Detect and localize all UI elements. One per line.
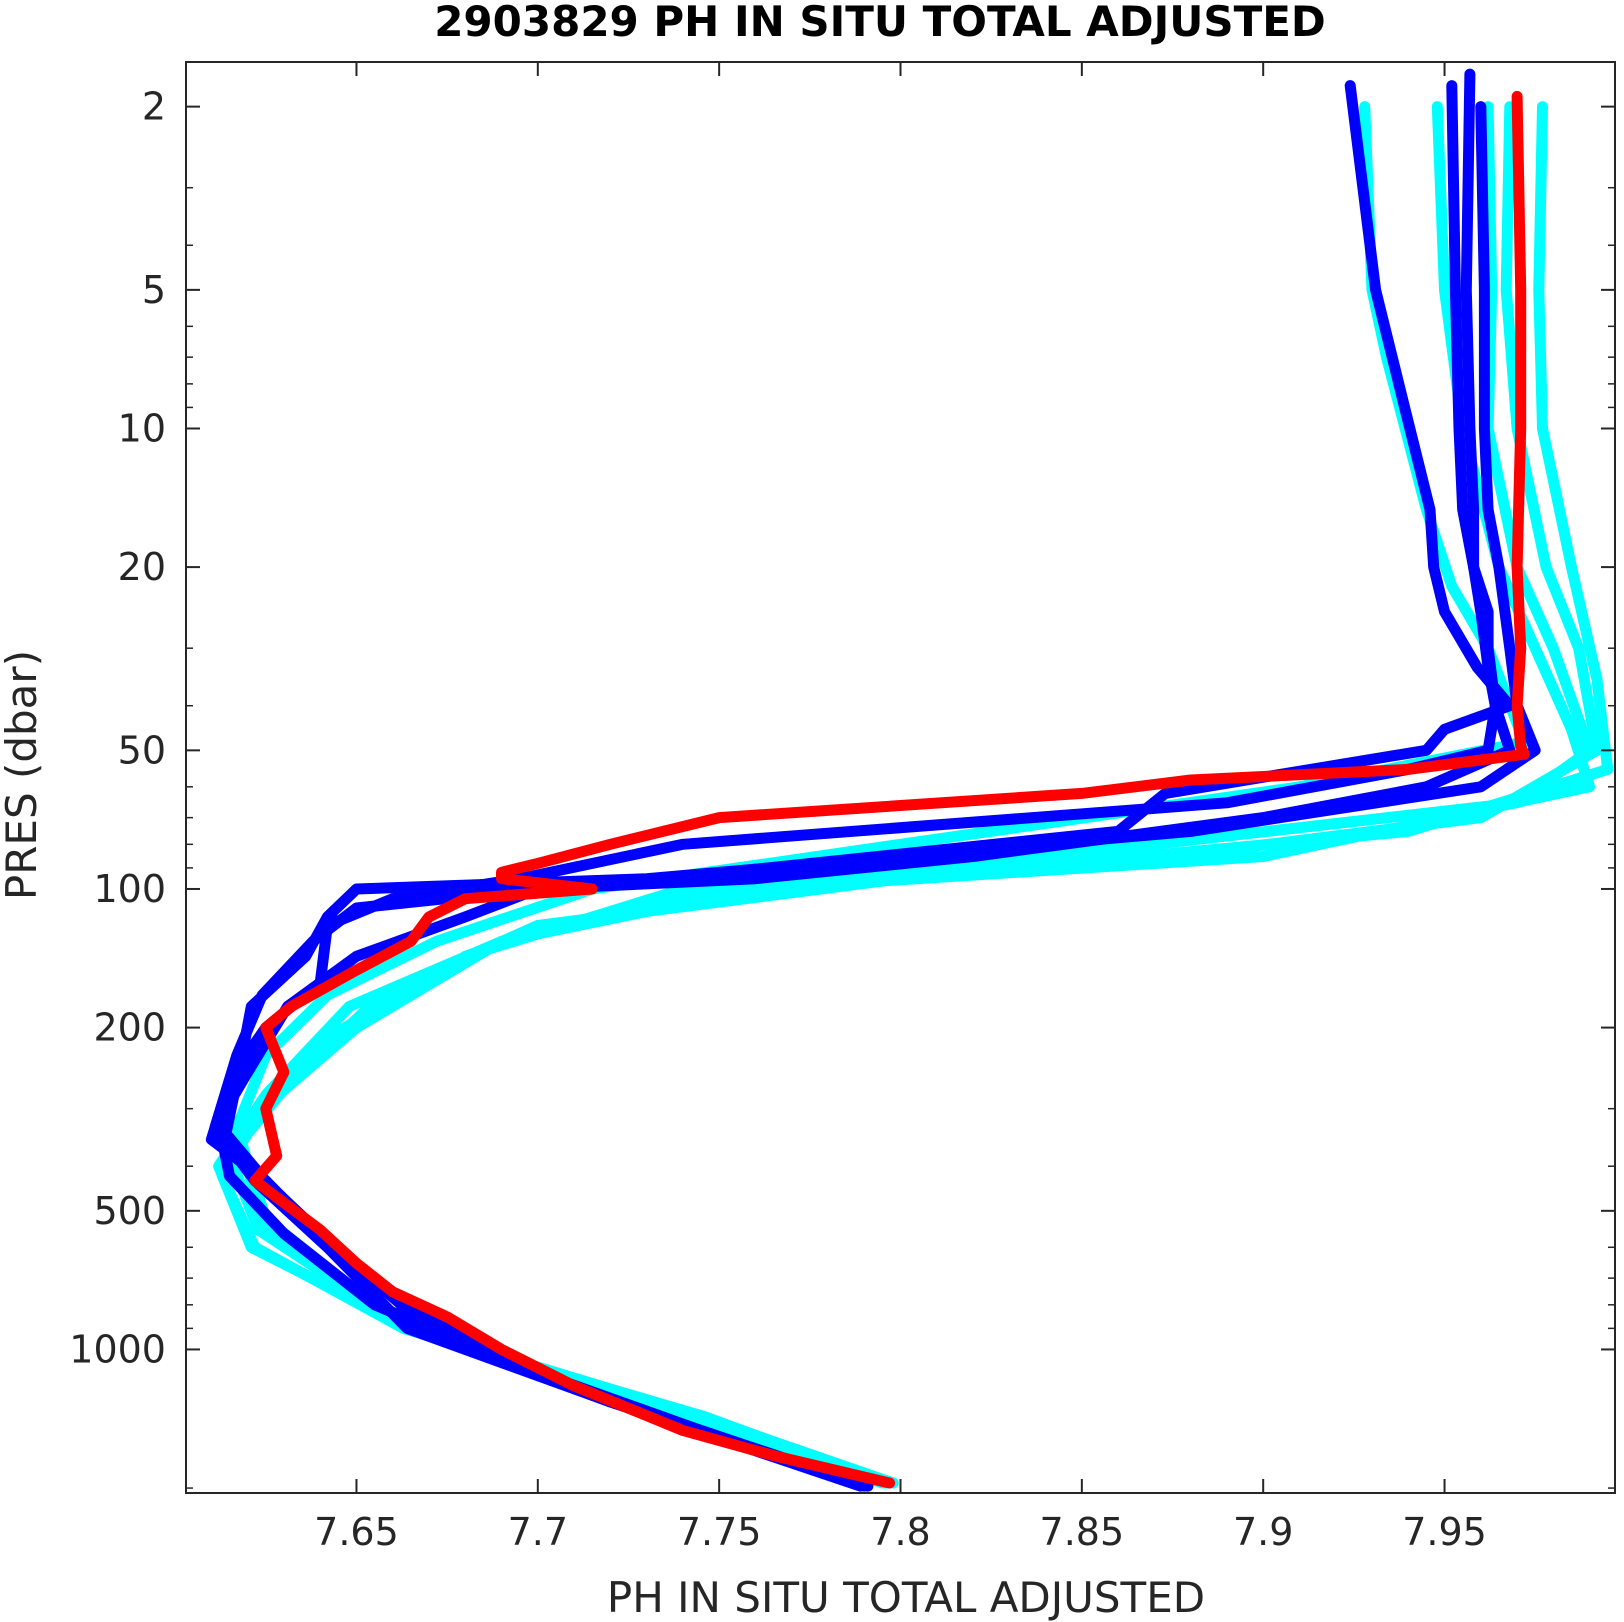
x-tick-label: 7.7 xyxy=(508,1510,568,1554)
x-axis-label: PH IN SITU TOTAL ADJUSTED xyxy=(607,1573,1205,1622)
plot-lines xyxy=(205,68,1614,1492)
chart-title: 2903829 PH IN SITU TOTAL ADJUSTED xyxy=(434,0,1326,46)
y-tick-label: 200 xyxy=(93,1006,166,1050)
y-tick-label: 10 xyxy=(118,406,166,450)
y-tick-label: 2 xyxy=(142,85,166,129)
profile-line-1 xyxy=(231,101,1530,1489)
y-tick-label: 500 xyxy=(93,1189,166,1233)
y-tick-label: 5 xyxy=(142,268,166,312)
x-axis-ticks: 7.65 7.7 7.75 7.8 7.85 7.9 7.95 xyxy=(314,62,1487,1554)
profile-line-10 xyxy=(249,90,1530,1489)
y-tick-label: 100 xyxy=(93,867,166,911)
profile-line-9 xyxy=(220,101,1541,1492)
y-tick-label: 1000 xyxy=(69,1327,166,1371)
y-tick-label: 20 xyxy=(118,545,166,589)
profile-line-7 xyxy=(205,68,1501,1492)
x-tick-label: 7.75 xyxy=(677,1510,762,1554)
y-axis-ticks: 2 5 10 20 50 100 200 500 1000 xyxy=(69,85,1615,1489)
axes-box xyxy=(185,61,1616,1494)
x-tick-label: 7.95 xyxy=(1402,1510,1487,1554)
y-tick-label: 50 xyxy=(118,728,166,772)
x-tick-label: 7.65 xyxy=(314,1510,399,1554)
profile-line-4 xyxy=(224,101,1614,1489)
y-axis-label: PRES (dbar) xyxy=(0,650,46,900)
x-tick-label: 7.85 xyxy=(1040,1510,1125,1554)
x-tick-label: 7.9 xyxy=(1233,1510,1293,1554)
x-tick-label: 7.8 xyxy=(870,1510,930,1554)
